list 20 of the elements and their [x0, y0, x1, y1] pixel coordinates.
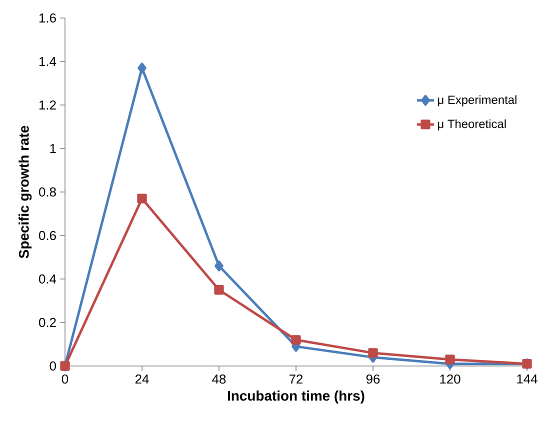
- y-tick-label: 1.6: [39, 13, 56, 23]
- legend-label: μ Experimental: [438, 95, 516, 106]
- y-tick-label: 1.2: [39, 100, 56, 110]
- x-tick-label: 96: [366, 374, 380, 384]
- x-tick-label: 120: [440, 374, 460, 384]
- y-tick-label: 0.8: [38, 187, 56, 197]
- x-tick-label: 24: [135, 374, 149, 384]
- x-tick-label: 72: [289, 374, 303, 384]
- legend-label: μ Theoretical: [438, 119, 506, 130]
- y-tick-label: 0.2: [38, 318, 56, 328]
- y-tick-label: 0.4: [38, 274, 56, 284]
- y-tick-label: 0.6: [38, 230, 56, 240]
- x-tick-label: 0: [62, 374, 68, 384]
- y-tick-label: 1.4: [39, 57, 56, 66]
- x-tick-label: 48: [212, 374, 226, 384]
- y-axis-title: Specific growth rate: [18, 126, 32, 258]
- x-axis-title: Incubation time (hrs): [228, 390, 364, 404]
- y-tick-label: 1: [50, 144, 56, 153]
- x-tick-label: 144: [517, 374, 538, 384]
- y-tick-label: 0: [50, 361, 56, 371]
